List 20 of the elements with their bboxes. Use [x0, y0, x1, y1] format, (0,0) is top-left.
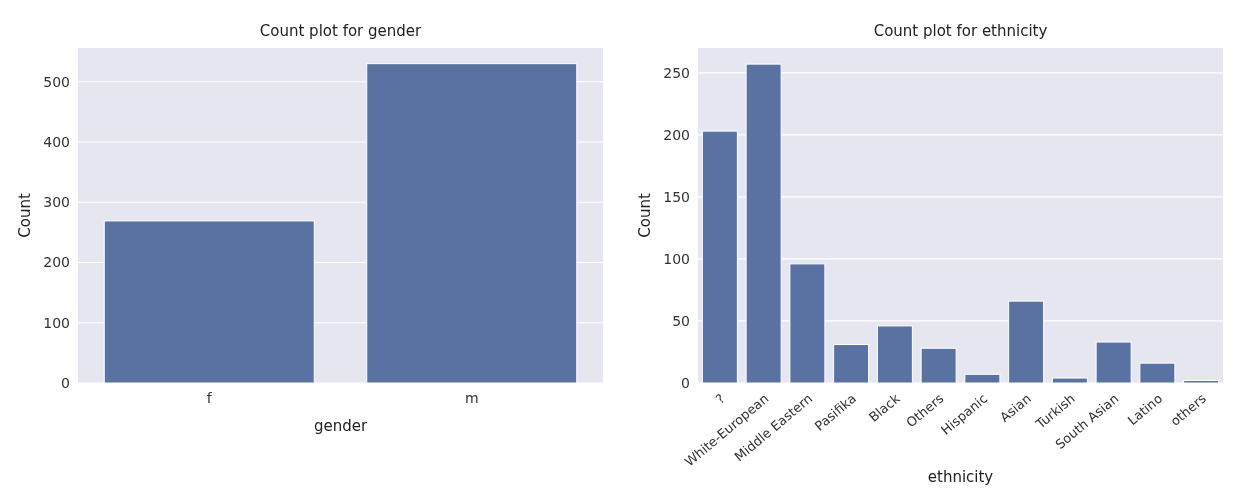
y-tick-label: 100: [43, 314, 70, 331]
chart-title: Count plot for ethnicity: [873, 22, 1048, 40]
y-tick-label: 200: [663, 126, 690, 143]
y-tick-label: 250: [663, 64, 690, 81]
y-tick-label: 200: [43, 254, 70, 271]
y-tick-label: 0: [681, 374, 690, 391]
y-tick-label: 50: [672, 312, 690, 329]
x-tick-label: m: [464, 390, 479, 406]
y-tick-label: 0: [61, 374, 70, 391]
y-axis-title: Count: [636, 193, 654, 238]
y-tick-label: 400: [43, 133, 70, 150]
x-axis-title: gender: [313, 417, 368, 435]
x-tick-label: f: [206, 390, 213, 406]
x-axis-title: ethnicity: [927, 468, 994, 486]
y-axis-title: Count: [16, 193, 34, 238]
y-tick-label: 100: [663, 250, 690, 267]
y-tick-label: 500: [43, 73, 70, 90]
chart-title: Count plot for gender: [259, 22, 423, 40]
y-tick-label: 300: [43, 194, 70, 211]
y-tick-label: 150: [663, 188, 690, 205]
